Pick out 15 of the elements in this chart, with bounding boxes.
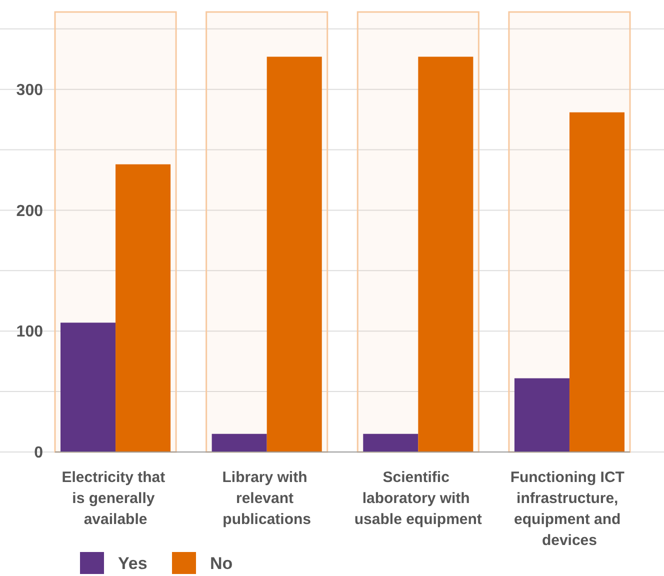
x-tick-label: Electricity that is generally available bbox=[62, 469, 170, 528]
y-tick-label: 300 bbox=[16, 82, 44, 99]
y-tick-label: 100 bbox=[16, 324, 44, 341]
x-tick-label: Functioning ICT infrastructure, equipment and devices bbox=[510, 469, 629, 549]
x-tick-label: Scientific laboratory with usable equipment bbox=[354, 469, 482, 528]
bar bbox=[212, 434, 267, 452]
bar bbox=[60, 322, 116, 452]
bar bbox=[116, 164, 171, 452]
bar bbox=[363, 434, 418, 452]
bar bbox=[514, 378, 570, 452]
legend-label: No bbox=[210, 554, 233, 573]
legend-label: Yes bbox=[118, 554, 148, 573]
y-tick-label: 0 bbox=[34, 444, 44, 462]
x-tick-label: Library with relevant publications bbox=[222, 469, 312, 528]
y-tick-label: 200 bbox=[16, 202, 44, 220]
